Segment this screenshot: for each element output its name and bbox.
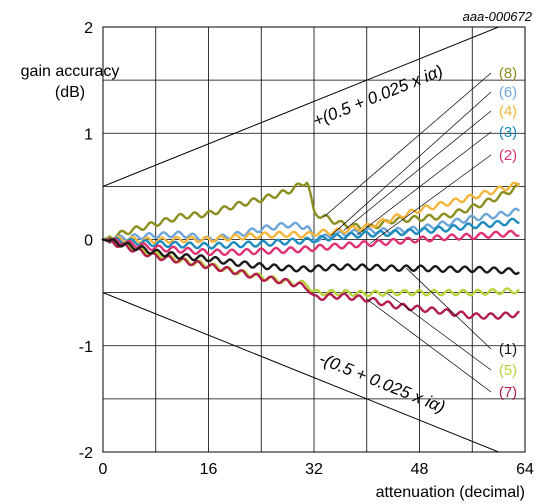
- series-line: [101, 229, 520, 257]
- x-tick-label: 0: [99, 461, 108, 478]
- x-tick-label: 16: [200, 461, 218, 478]
- series-label: (4): [499, 103, 517, 120]
- y-axis-label: gain accuracy: [21, 63, 120, 80]
- x-tick-label: 32: [305, 461, 323, 478]
- series-label: (1): [499, 341, 517, 358]
- tolerance-bound-line: [103, 292, 500, 452]
- series-label: (8): [499, 65, 517, 82]
- series-leader-line: [386, 292, 492, 371]
- y-tick-label: -1: [79, 339, 93, 356]
- series-line: [101, 181, 520, 245]
- series-label: (6): [499, 84, 517, 101]
- series-leader-line: [330, 91, 492, 237]
- figure-id: aaa-000672: [463, 9, 533, 24]
- tolerance-bound-line: [103, 27, 500, 187]
- tolerance-bound-label: -(0.5 + 0.025 x iα): [316, 349, 447, 417]
- x-axis-label: attenuation (decimal): [376, 484, 525, 501]
- y-tick-label: 2: [84, 20, 93, 37]
- axis-ticks: 0 16 32 48 64 -2 -1 0 1 2: [79, 20, 534, 478]
- y-axis-unit: (dB): [55, 84, 85, 101]
- tolerance-bound-label: +(0.5 + 0.025 x iα): [310, 61, 445, 130]
- y-tick-label: 0: [84, 233, 93, 250]
- series-leader-line: [406, 267, 492, 350]
- series-line: [101, 207, 520, 243]
- series-leader-line: [369, 154, 492, 244]
- series-line: [101, 237, 520, 320]
- series-line: [101, 181, 520, 241]
- x-tick-label: 64: [516, 461, 534, 478]
- series-leader-line: [343, 110, 492, 231]
- y-tick-label: 1: [84, 126, 93, 143]
- series-leader-line: [323, 72, 492, 218]
- series-line: [101, 238, 520, 298]
- series-label: (5): [499, 362, 517, 379]
- x-tick-label: 48: [411, 461, 429, 478]
- series-label: (2): [499, 147, 517, 164]
- series-line: [101, 238, 520, 276]
- y-tick-label: -2: [79, 445, 93, 462]
- series-leader-line: [366, 298, 492, 393]
- plot-frame: [102, 26, 526, 453]
- series-line: [101, 217, 520, 250]
- series-label: (7): [499, 384, 517, 401]
- series-label: (3): [499, 124, 517, 141]
- series-leader-line: [356, 131, 492, 236]
- series-annotations: (8) (6) (4) (3) (2) (1) (5) (7): [323, 65, 517, 401]
- series-curves: [101, 181, 520, 320]
